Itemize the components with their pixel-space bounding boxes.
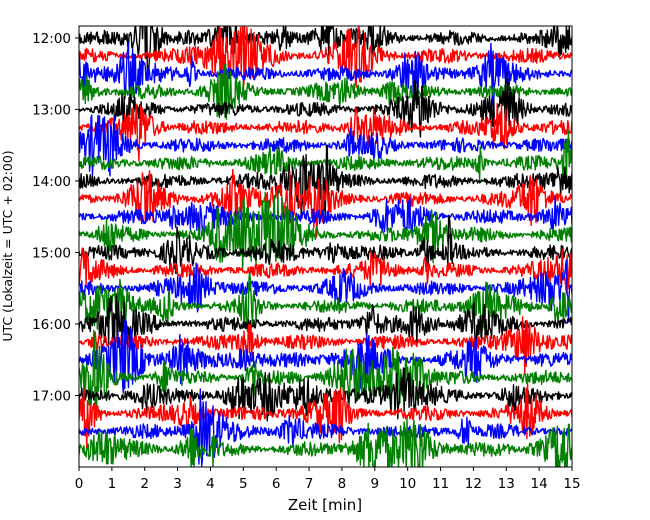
x-tick-label: 9 bbox=[371, 476, 380, 492]
x-tick-label: 8 bbox=[338, 476, 347, 492]
x-tick-label: 3 bbox=[173, 476, 182, 492]
x-tick-label: 12 bbox=[465, 476, 482, 492]
trace-1200 bbox=[79, 26, 572, 80]
x-tick-label: 11 bbox=[432, 476, 449, 492]
x-tick-label: 2 bbox=[140, 476, 149, 492]
x-tick-label: 0 bbox=[75, 476, 84, 492]
trace-1330 bbox=[79, 114, 572, 178]
y-axis: 12:00 13:00 14:00 15:00 16:00 17:00 bbox=[32, 31, 79, 404]
trace-1615 bbox=[79, 316, 572, 375]
trace-1430 bbox=[79, 196, 572, 239]
x-tick-label: 14 bbox=[531, 476, 548, 492]
y-tick-label: 14:00 bbox=[32, 174, 71, 190]
y-tick-label: 16:00 bbox=[32, 317, 71, 333]
trace-1300 bbox=[79, 72, 572, 138]
trace-1415 bbox=[79, 169, 572, 238]
y-axis-label: UTC (Lokalzeit = UTC + 02:00) bbox=[0, 150, 15, 341]
x-tick-label: 6 bbox=[272, 476, 281, 492]
trace-1600 bbox=[79, 294, 572, 359]
x-tick-label: 10 bbox=[399, 476, 416, 492]
trace-1515 bbox=[79, 247, 572, 294]
plot-frame bbox=[78, 25, 573, 468]
trace-1730 bbox=[79, 388, 572, 467]
trace-1500 bbox=[79, 215, 572, 274]
trace-1345 bbox=[79, 129, 572, 189]
y-tick-label: 17:00 bbox=[32, 388, 71, 404]
x-tick-label: 5 bbox=[239, 476, 248, 492]
trace-1315 bbox=[79, 102, 572, 162]
trace-1215 bbox=[79, 26, 572, 89]
trace-1715 bbox=[79, 382, 572, 451]
trace-1630 bbox=[79, 318, 572, 394]
y-tick-label: 12:00 bbox=[32, 31, 71, 47]
x-axis: 0 1 2 3 4 5 6 7 8 9 10 11 12 13 14 15 bbox=[75, 467, 581, 492]
x-tick-label: 4 bbox=[206, 476, 215, 492]
trace-1245 bbox=[79, 63, 572, 120]
y-tick-label: 13:00 bbox=[32, 102, 71, 118]
trace-1545 bbox=[79, 271, 572, 333]
trace-1400 bbox=[79, 144, 572, 219]
y-tick-label: 15:00 bbox=[32, 245, 71, 261]
x-tick-label: 15 bbox=[563, 476, 580, 492]
trace-1445 bbox=[79, 188, 572, 272]
trace-1745 bbox=[79, 418, 572, 467]
x-tick-label: 1 bbox=[108, 476, 117, 492]
x-tick-label: 13 bbox=[498, 476, 515, 492]
x-axis-label: Zeit [min] bbox=[288, 496, 362, 514]
x-tick-label: 7 bbox=[305, 476, 314, 492]
trace-layer bbox=[79, 26, 572, 467]
trace-1230 bbox=[79, 42, 572, 107]
trace-1645 bbox=[79, 329, 572, 421]
